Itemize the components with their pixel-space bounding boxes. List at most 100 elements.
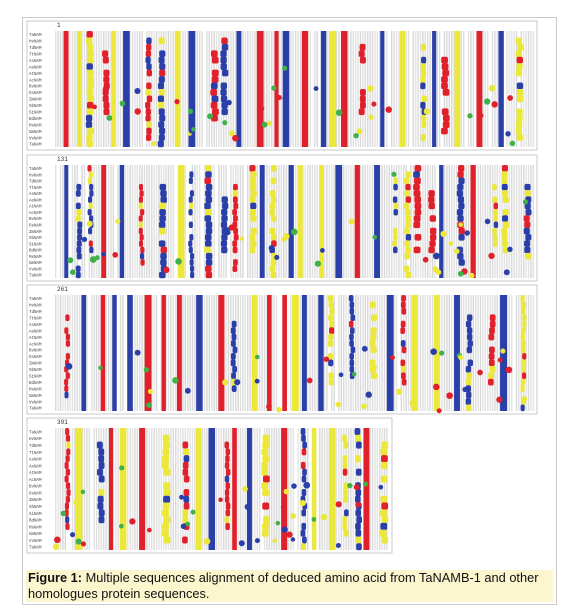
residue-column: [367, 295, 369, 411]
sequence-name: AeNAM: [29, 199, 42, 203]
residue-block: [522, 320, 527, 328]
residue-block: [393, 208, 398, 216]
residue-block: [205, 271, 213, 279]
residue-block: [401, 307, 407, 315]
residue-block: [516, 108, 523, 116]
residue-column: [364, 295, 367, 411]
residue-dot: [356, 128, 363, 135]
residue-column: [69, 295, 71, 411]
sequence-name: AsNAM: [29, 324, 42, 328]
residue-block: [88, 171, 94, 178]
residue-block: [210, 82, 218, 90]
residue-block: [65, 372, 70, 380]
residue-block: [204, 234, 212, 241]
residue-column: [323, 165, 326, 278]
residue-block: [466, 372, 473, 380]
residue-column: [134, 165, 136, 278]
residue-block: [457, 215, 464, 222]
residue-block: [356, 516, 363, 524]
conserved-column: [64, 165, 69, 278]
residue-block: [467, 340, 473, 347]
residue-dot: [331, 142, 337, 148]
residue-block: [224, 516, 230, 524]
residue-block: [466, 391, 472, 399]
residue-block: [421, 114, 427, 122]
residue-dot: [92, 104, 97, 110]
sequence-name: AeNAM: [29, 330, 42, 334]
sequence-name: ZmNAM: [29, 499, 42, 503]
residue-column: [302, 165, 304, 278]
residue-column: [163, 31, 165, 147]
residue-column: [83, 31, 86, 147]
sequence-name: TaNAM: [29, 547, 42, 551]
residue-block: [421, 56, 427, 64]
residue-column: [254, 428, 256, 550]
residue-block: [87, 82, 94, 90]
residue-block: [400, 340, 406, 347]
residue-dot: [119, 465, 125, 471]
residue-block: [369, 301, 376, 309]
residue-block: [159, 202, 166, 210]
residue-block: [489, 365, 496, 373]
residue-block: [222, 202, 229, 210]
residue-block: [220, 221, 228, 229]
residue-column: [194, 428, 196, 550]
residue-block: [343, 441, 349, 449]
sequence-alignment: 1TaNAMHvNAMTdNAMTtNAMAsNAMAeNAMAtNAMAcNA…: [26, 20, 538, 554]
sequence-name: TaNAM: [29, 298, 42, 302]
residue-block: [428, 190, 435, 197]
residue-column: [230, 428, 232, 550]
residue-block: [342, 516, 348, 524]
residue-column: [427, 295, 429, 411]
residue-column: [55, 295, 57, 411]
residue-column: [172, 428, 175, 550]
residue-block: [501, 177, 508, 185]
residue-block: [413, 246, 421, 254]
panel-start-number: 391: [57, 419, 68, 426]
sequence-name: GmNAM: [29, 395, 42, 399]
residue-column: [331, 165, 333, 278]
residue-column: [345, 165, 347, 278]
residue-block: [355, 489, 362, 497]
residue-block: [222, 69, 229, 77]
residue-column: [196, 165, 199, 278]
residue-block: [205, 265, 212, 273]
residue-column: [155, 295, 158, 411]
residue-column: [129, 31, 131, 147]
residue-block: [146, 127, 152, 135]
residue-block: [302, 536, 307, 544]
residue-block: [456, 190, 464, 197]
residue-column: [263, 31, 266, 147]
residue-block: [404, 252, 410, 260]
residue-block: [261, 461, 269, 469]
residue-dot: [314, 260, 322, 267]
residue-dot: [203, 537, 211, 545]
residue-block: [488, 333, 495, 341]
residue-column: [69, 31, 71, 147]
residue-column: [343, 295, 345, 411]
residue-block: [329, 307, 335, 315]
residue-block: [516, 134, 524, 141]
residue-block: [441, 76, 448, 83]
residue-block: [349, 359, 355, 367]
residue-block: [502, 190, 509, 197]
residue-block: [465, 378, 472, 386]
residue-block: [159, 183, 167, 191]
residue-block: [162, 455, 170, 463]
residue-block: [159, 114, 166, 122]
residue-block: [421, 69, 427, 77]
residue-block: [262, 434, 270, 442]
residue-column: [230, 295, 232, 411]
residue-column: [371, 165, 374, 278]
residue-block: [189, 265, 195, 273]
residue-block: [160, 196, 167, 203]
residue-block: [380, 495, 388, 503]
conserved-column: [246, 428, 252, 550]
residue-column: [170, 295, 172, 411]
residue-column: [206, 428, 208, 550]
residue-block: [405, 271, 412, 279]
residue-block: [261, 448, 269, 456]
residue-column: [463, 165, 465, 278]
residue-block: [65, 314, 70, 322]
residue-column: [326, 295, 328, 411]
